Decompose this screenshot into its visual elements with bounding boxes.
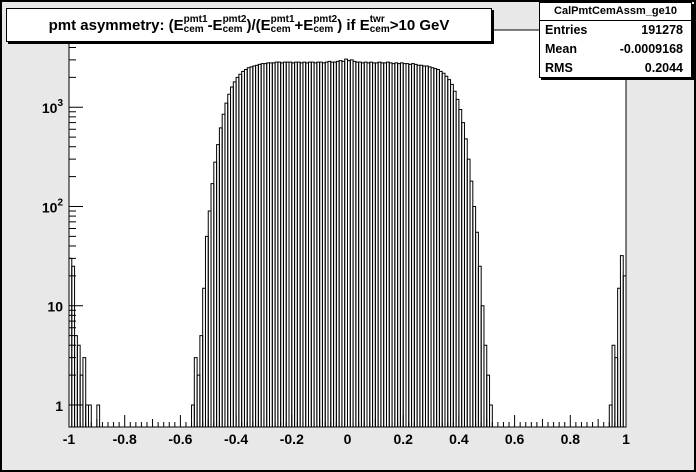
title-sup: pmt1 bbox=[183, 14, 208, 25]
stats-label: Entries bbox=[545, 23, 588, 37]
histogram-layer bbox=[68, 58, 627, 427]
histogram-bin bbox=[622, 275, 627, 427]
title-sup: pmt2 bbox=[222, 14, 247, 25]
title-sub: cem bbox=[369, 24, 390, 35]
x-tick-label: 0.8 bbox=[561, 431, 581, 447]
x-axis: -1 -0.8 -0.6 -0.4 -0.2 0 0.2 0.4 0.6 0.8 1 bbox=[63, 415, 630, 447]
title-part: pmt asymmetry: (E bbox=[48, 16, 184, 34]
histogram-bin bbox=[82, 357, 87, 427]
x-tick-label: 0.2 bbox=[393, 431, 413, 447]
stats-value: -0.0009168 bbox=[619, 42, 683, 56]
y-tick-label: 10 bbox=[47, 299, 63, 315]
histogram-bin bbox=[486, 374, 491, 427]
x-tick-label: 0.6 bbox=[505, 431, 525, 447]
title-part: ) if E bbox=[337, 16, 370, 34]
x-tick-label: 0 bbox=[344, 431, 352, 447]
stats-box: CalPmtCemAssm_ge10 Entries 191278 Mean -… bbox=[539, 2, 692, 78]
x-tick-label: 1 bbox=[622, 431, 630, 447]
x-tick-label: -0.2 bbox=[280, 431, 304, 447]
title-sub: cem bbox=[270, 24, 291, 35]
stats-label: Mean bbox=[545, 42, 577, 56]
title-sup: pmt1 bbox=[270, 14, 295, 25]
title-sub: cem bbox=[313, 24, 334, 35]
x-tick-label: -1 bbox=[63, 431, 76, 447]
title-sup: pmt2 bbox=[313, 14, 338, 25]
title-part: +E bbox=[294, 16, 314, 34]
x-tick-label: -0.8 bbox=[113, 431, 137, 447]
stats-label: RMS bbox=[545, 61, 573, 75]
stats-row-mean: Mean -0.0009168 bbox=[540, 40, 691, 59]
title-sub: cem bbox=[183, 24, 204, 35]
stats-row-rms: RMS 0.2044 bbox=[540, 59, 691, 78]
x-tick-label: -0.4 bbox=[224, 431, 248, 447]
x-tick-label: 0.4 bbox=[449, 431, 469, 447]
y-tick-label: 103 bbox=[42, 98, 64, 116]
title-sub: cem bbox=[222, 24, 243, 35]
y-tick-label: 102 bbox=[42, 197, 64, 215]
stats-row-entries: Entries 191278 bbox=[540, 21, 691, 40]
title-part: )/(E bbox=[246, 16, 271, 34]
y-tick-label: 1 bbox=[55, 398, 63, 414]
title-part: -E bbox=[207, 16, 223, 34]
histogram-bin bbox=[489, 404, 493, 427]
title-sup: twr bbox=[369, 14, 385, 25]
x-tick-label: -0.6 bbox=[168, 431, 192, 447]
stats-histogram-name: CalPmtCemAssm_ge10 bbox=[540, 3, 691, 21]
histogram-bin bbox=[87, 404, 92, 427]
histogram-bin bbox=[96, 404, 101, 427]
plot-title: pmt asymmetry: (E pmt1 cem -E pmt2 cem)/(E pmt… bbox=[6, 8, 492, 42]
title-part: >10 GeV bbox=[389, 16, 450, 34]
stats-value: 191278 bbox=[641, 23, 683, 37]
stats-value: 0.2044 bbox=[644, 61, 683, 75]
